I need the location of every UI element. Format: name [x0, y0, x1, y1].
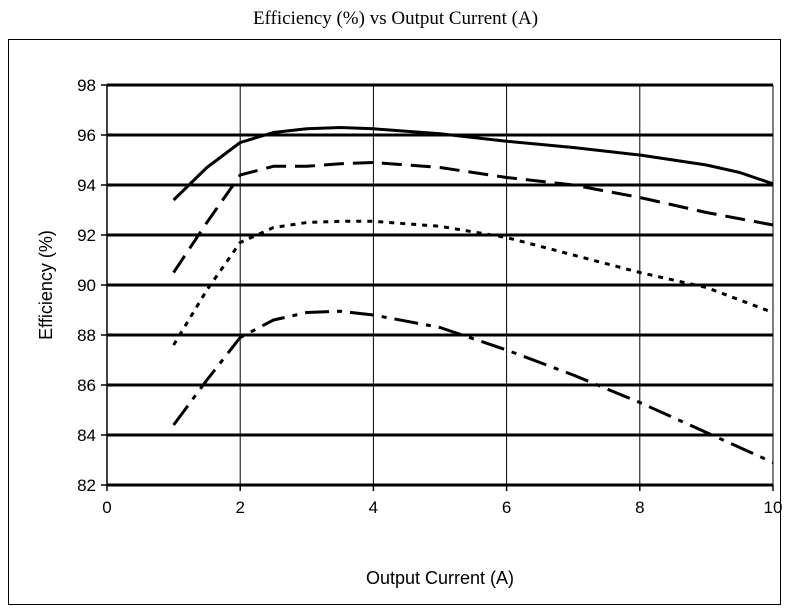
x-tick-label-8: 8: [635, 498, 644, 517]
y-tick-label-98: 98: [77, 76, 96, 95]
y-tick-label-94: 94: [77, 176, 96, 195]
tick-labels: 82 84 86 88 90 92 94 96 98 0 2 4 6 8 10: [77, 76, 782, 517]
y-tick-label-84: 84: [77, 426, 96, 445]
y-tick-label-90: 90: [77, 276, 96, 295]
series-lines: [172, 126, 774, 464]
x-axis-label: Output Current (A): [366, 568, 514, 588]
chart-frame: [8, 39, 781, 605]
series-line-2-dashed: [172, 161, 774, 274]
axes: [101, 84, 774, 491]
y-tick-label-88: 88: [77, 326, 96, 345]
y-tick-label-82: 82: [77, 476, 96, 495]
series-line-3-dotted: [172, 219, 774, 346]
chart-title: Efficiency (%) vs Output Current (A): [252, 8, 539, 29]
x-tick-label-4: 4: [369, 498, 378, 517]
series-line-4-dash-dot: [172, 309, 774, 464]
y-tick-label-92: 92: [77, 226, 96, 245]
y-tick-label-86: 86: [77, 376, 96, 395]
x-tick-label-10: 10: [764, 498, 783, 517]
series-line-1-solid: [172, 126, 774, 202]
y-axis-label: Efficiency (%): [36, 230, 56, 340]
x-tick-label-6: 6: [502, 498, 511, 517]
x-tick-label-0: 0: [102, 498, 111, 517]
y-tick-label-96: 96: [77, 126, 96, 145]
x-tick-label-2: 2: [235, 498, 244, 517]
